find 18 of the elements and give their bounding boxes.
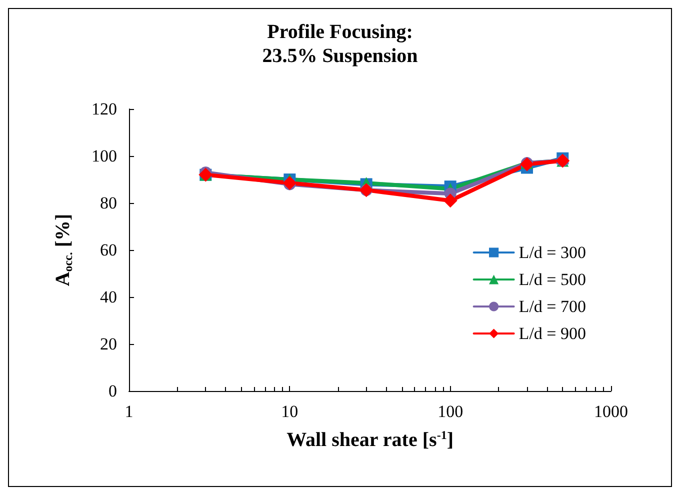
legend-label: L/d = 300 [518, 243, 586, 262]
legend-label: L/d = 700 [518, 297, 586, 316]
y-axis-title: Aocc. [%] [52, 214, 75, 286]
x-tick-label: 1 [124, 402, 134, 421]
y-tick-label: 120 [92, 100, 117, 118]
chart-title: Profile Focusing: [267, 21, 413, 43]
y-tick-label: 60 [100, 240, 117, 260]
legend-label: L/d = 900 [518, 324, 586, 343]
y-tick-label: 40 [100, 288, 117, 306]
y-tick-label: 20 [100, 334, 117, 354]
y-tick-label: 80 [100, 194, 117, 212]
y-tick-label: 100 [92, 146, 117, 166]
x-tick-label: 10 [281, 402, 298, 421]
y-tick-label: 0 [108, 382, 117, 400]
chart-subtitle: 23.5% Suspension [262, 45, 418, 67]
x-tick-label: 100 [438, 402, 464, 421]
legend-label: L/d = 500 [518, 270, 586, 289]
x-tick-label: 1000 [594, 402, 628, 421]
